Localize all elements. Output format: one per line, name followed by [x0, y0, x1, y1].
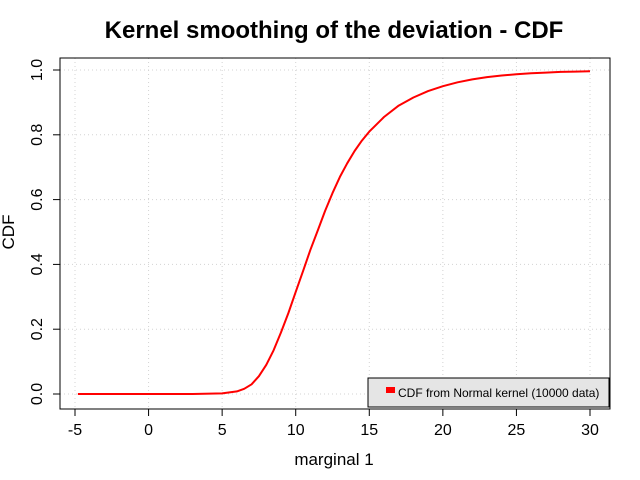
- chart-title: Kernel smoothing of the deviation - CDF: [105, 17, 564, 44]
- x-tick-label: 5: [218, 422, 227, 439]
- y-tick-label: 0.6: [29, 188, 46, 210]
- legend: CDF from Normal kernel (10000 data): [367, 377, 610, 408]
- x-tick-label: -5: [68, 422, 82, 439]
- legend-swatch: [386, 387, 395, 393]
- x-tick-label: 15: [360, 422, 378, 439]
- y-tick-label: 0.4: [29, 253, 46, 275]
- y-tick-label: 1.0: [29, 59, 46, 81]
- y-tick-label: 0.0: [29, 383, 46, 405]
- series-line-0: [77, 70, 591, 395]
- x-tick-label: 20: [434, 422, 452, 439]
- series-layer: [77, 70, 591, 395]
- plot-frame: [59, 57, 611, 410]
- x-tick-label: 30: [581, 422, 599, 439]
- y-axis-label: CDF: [0, 215, 18, 250]
- y-tick-label: 0.2: [29, 318, 46, 340]
- grid: [60, 58, 610, 409]
- x-tick-label: 25: [508, 422, 526, 439]
- x-tick-label: 10: [287, 422, 305, 439]
- y-tick-label: 0.8: [29, 124, 46, 146]
- legend-label: CDF from Normal kernel (10000 data): [398, 386, 599, 400]
- legend-box: [367, 377, 610, 408]
- x-tick-label: 0: [144, 422, 153, 439]
- x-axis-label: marginal 1: [294, 450, 373, 469]
- axes: -5 0 5 10 15 20 25 30 0.0 0.2 0.4 0.6 0.8 1.0: [29, 59, 599, 439]
